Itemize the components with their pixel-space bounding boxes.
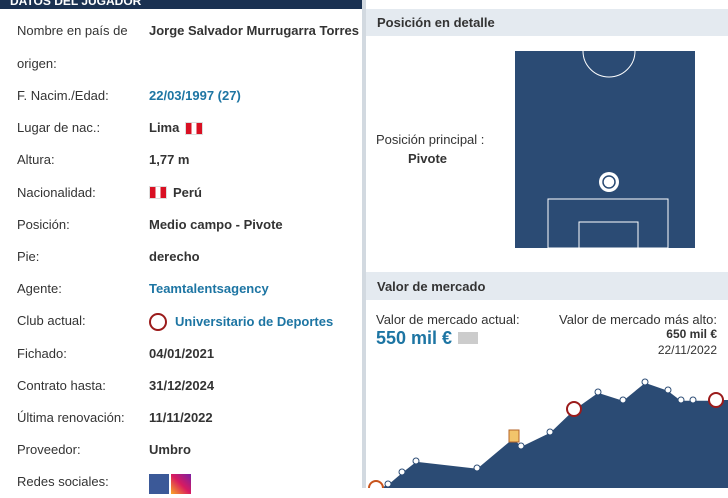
field-label: Agente: [17,281,62,297]
field-label: Redes sociales: [17,474,109,490]
field-value: Umbro [149,442,191,458]
compare-icon[interactable] [458,332,478,344]
facebook-icon[interactable] [149,474,169,495]
field-label: F. Nacim./Edad: [17,88,109,103]
value-text: Lima [149,120,180,136]
flag-icon [185,121,204,135]
value-text: Medio campo - Pivote [149,216,283,232]
field-label: Fichado: [17,345,67,361]
pitch-lines [514,50,696,249]
field-value: Universitario de Deportes [149,313,334,332]
field-value: Lima [149,120,204,136]
field-value: 11/11/2022 [149,410,213,426]
field-value: Teamtalentsagency [149,281,269,297]
field-value: derecho [149,249,200,265]
position-label: Posición principal : [376,132,485,147]
highest-date: 22/11/2022 [657,343,717,357]
value-text: Jorge Salvador Murrugarra Torres [149,23,359,38]
value-text[interactable]: 22/03/1997 (27) [149,88,241,103]
field-value: 04/01/2021 [149,346,214,362]
section-header: Posición en detalle [366,9,728,36]
highest-value-label: Valor de mercado más alto: [559,312,717,327]
value-text[interactable]: Teamtalentsagency [149,281,269,297]
highest-value: 650 mil € [666,327,717,341]
club-icon [149,313,167,332]
player-position-inner [602,175,616,189]
field-label: Posición: [17,216,70,232]
divider [362,0,366,488]
field-label: Altura: [17,152,55,168]
field-value: 22/03/1997 (27) [149,88,241,104]
value-text: Perú [173,184,202,200]
market-chart [368,378,728,488]
field-label: Nombre en país de origen: [17,23,128,71]
field-value: 1,77 m [149,152,189,168]
field-value [149,474,191,495]
chart-line [376,381,716,488]
field-value: 31/12/2024 [149,378,214,394]
field-label: Club actual: [17,313,86,329]
value-text: 1,77 m [149,152,190,168]
field-label: Contrato hasta: [17,377,106,393]
field-label: Pie: [17,249,40,264]
current-value: 550 mil € [376,328,453,348]
section-title: Valor de mercado [377,278,486,294]
club-badges [368,392,724,488]
value-text[interactable]: Universitario de Deportes [175,314,334,330]
current-value-label: Valor de mercado actual: [376,312,520,327]
section-title: Posición en detalle [377,15,495,30]
value-text: 31/12/2024 [149,377,215,393]
header-title: DATOS DEL JUGADOR [10,0,142,8]
field-label: Nacionalidad: [17,184,96,200]
chart-area [376,382,728,488]
header-bar: DATOS DEL JUGADOR [0,0,362,9]
field-label: Lugar de nac.: [17,120,101,136]
value-text: 11/11/2022 [149,410,213,425]
value-text: Umbro [149,442,191,458]
field-value: Jorge Salvador Murrugarra Torres [149,23,359,39]
section-header: Valor de mercado [366,272,728,300]
field-value: Perú [149,185,202,201]
field-value: Medio campo - Pivote [149,217,283,233]
value-text: 04/01/2021 [149,345,215,361]
field-label: Proveedor: [17,442,81,458]
field-label: Última renovación: [17,410,125,425]
pitch [514,50,696,249]
position-value: Pivote [408,151,448,166]
instagram-icon[interactable] [171,474,191,495]
flag-icon [149,186,167,200]
chart-points [384,378,697,488]
pitch-field [514,50,696,249]
value-text: derecho [149,249,200,264]
